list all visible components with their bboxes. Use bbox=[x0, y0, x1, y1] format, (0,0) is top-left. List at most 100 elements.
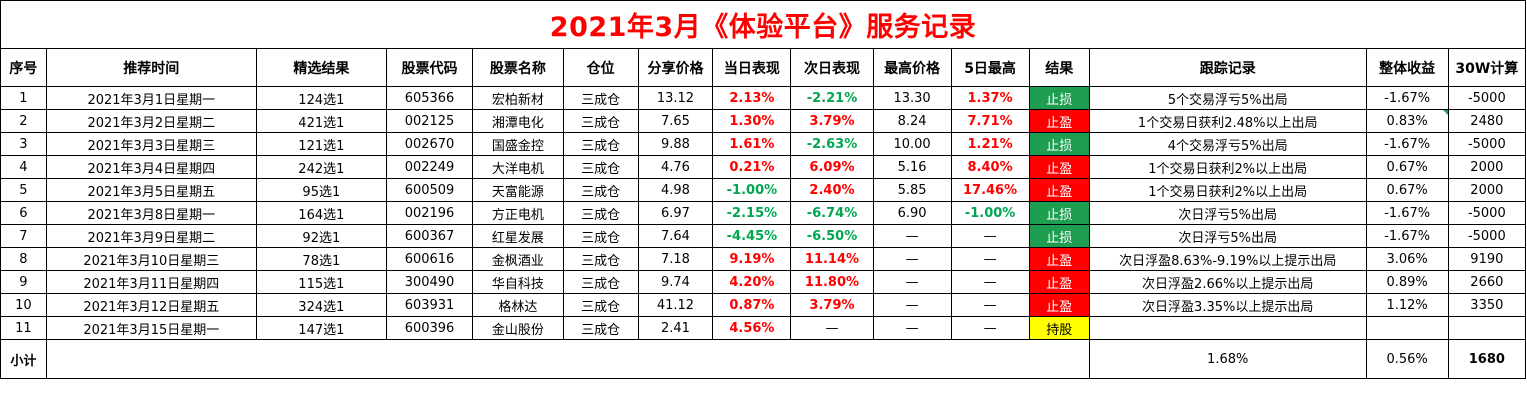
table-row: 8 2021年3月10日星期三 78选1 600616 金枫酒业 三成仓 7.18 9.19%… bbox=[0, 247, 1527, 271]
header-pick-result: 精选结果 bbox=[255, 48, 387, 87]
cell-day-performance: -4.45% bbox=[712, 224, 792, 248]
cell-stock-name: 华自科技 bbox=[472, 270, 564, 294]
cell-stock-name: 金山股份 bbox=[472, 316, 564, 340]
cell-5day-high: — bbox=[950, 247, 1030, 271]
cell-position: 三成仓 bbox=[562, 270, 639, 294]
cell-share-price: 9.88 bbox=[637, 132, 714, 156]
cell-30w-calc: -5000 bbox=[1447, 86, 1527, 110]
cell-result-badge: 止损 bbox=[1028, 86, 1090, 110]
cell-position: 三成仓 bbox=[562, 293, 639, 317]
cell-no: 6 bbox=[0, 201, 47, 225]
cell-result-badge: 止盈 bbox=[1028, 247, 1090, 271]
cell-stock-code: 605366 bbox=[385, 86, 474, 110]
cell-5day-high: — bbox=[950, 293, 1030, 317]
table-row: 4 2021年3月4日星期四 242选1 002249 大洋电机 三成仓 4.76 0.21%… bbox=[0, 155, 1527, 179]
cell-position: 三成仓 bbox=[562, 132, 639, 156]
cell-30w-calc: 2000 bbox=[1447, 155, 1527, 179]
cell-30w-calc: 2480 bbox=[1447, 109, 1527, 133]
cell-next-day-performance: 3.79% bbox=[790, 293, 874, 317]
cell-5day-high: — bbox=[950, 270, 1030, 294]
cell-day-performance: 4.56% bbox=[712, 316, 792, 340]
cell-pick-result: 115选1 bbox=[255, 270, 387, 294]
cell-no: 1 bbox=[0, 86, 47, 110]
table-row: 10 2021年3月12日星期五 324选1 603931 格林达 三成仓 41.12 0.8… bbox=[0, 293, 1527, 317]
cell-highest-price: 5.16 bbox=[872, 155, 952, 179]
summary-calc-total: 1680 bbox=[1447, 339, 1527, 379]
table-row: 5 2021年3月5日星期五 95选1 600509 天富能源 三成仓 4.98 -1.00%… bbox=[0, 178, 1527, 202]
table-row: 3 2021年3月3日星期三 121选1 002670 国盛金控 三成仓 9.88 1.61%… bbox=[0, 132, 1527, 156]
cell-pick-result: 324选1 bbox=[255, 293, 387, 317]
table-row: 7 2021年3月9日星期二 92选1 600367 红星发展 三成仓 7.64 -4.45%… bbox=[0, 224, 1527, 248]
cell-tracking-record: 1个交易日获利2%以上出局 bbox=[1088, 178, 1367, 202]
cell-30w-calc: 2660 bbox=[1447, 270, 1527, 294]
cell-highest-price: 13.30 bbox=[872, 86, 952, 110]
header-share-price: 分享价格 bbox=[637, 48, 714, 87]
cell-result-badge: 止盈 bbox=[1028, 178, 1090, 202]
cell-stock-name: 宏柏新材 bbox=[472, 86, 564, 110]
cell-day-performance: 9.19% bbox=[712, 247, 792, 271]
cell-position: 三成仓 bbox=[562, 109, 639, 133]
cell-next-day-performance: — bbox=[790, 316, 874, 340]
cell-overall-gain: 3.06% bbox=[1365, 247, 1449, 271]
header-highest-price: 最高价格 bbox=[872, 48, 952, 87]
cell-day-performance: -1.00% bbox=[712, 178, 792, 202]
cell-highest-price: 5.85 bbox=[872, 178, 952, 202]
cell-recommend-time: 2021年3月15日星期一 bbox=[45, 316, 257, 340]
cell-pick-result: 92选1 bbox=[255, 224, 387, 248]
cell-tracking-record: 4个交易浮亏5%出局 bbox=[1088, 132, 1367, 156]
cell-stock-name: 天富能源 bbox=[472, 178, 564, 202]
cell-day-performance: 2.13% bbox=[712, 86, 792, 110]
cell-highest-price: — bbox=[872, 247, 952, 271]
cell-stock-code: 300490 bbox=[385, 270, 474, 294]
cell-no: 8 bbox=[0, 247, 47, 271]
cell-next-day-performance: 11.80% bbox=[790, 270, 874, 294]
cell-30w-calc bbox=[1447, 316, 1527, 340]
cell-30w-calc: -5000 bbox=[1447, 201, 1527, 225]
cell-no: 9 bbox=[0, 270, 47, 294]
cell-next-day-performance: -2.21% bbox=[790, 86, 874, 110]
cell-result-badge: 止盈 bbox=[1028, 155, 1090, 179]
cell-tracking-record: 次日浮盈2.66%以上提示出局 bbox=[1088, 270, 1367, 294]
cell-result-badge: 止盈 bbox=[1028, 293, 1090, 317]
header-row: 序号 推荐时间 精选结果 股票代码 股票名称 仓位 分享价格 当日表现 次日表现 最高价格 5日最高… bbox=[0, 48, 1527, 87]
cell-tracking-record: 次日浮盈8.63%-9.19%以上提示出局 bbox=[1088, 247, 1367, 271]
cell-5day-high: 17.46% bbox=[950, 178, 1030, 202]
header-next-day-performance: 次日表现 bbox=[790, 48, 874, 87]
cell-5day-high: — bbox=[950, 224, 1030, 248]
page-title: 2021年3月《体验平台》服务记录 bbox=[0, 0, 1526, 49]
cell-share-price: 13.12 bbox=[637, 86, 714, 110]
cell-overall-gain: -1.67% bbox=[1365, 132, 1449, 156]
header-recommend-time: 推荐时间 bbox=[45, 48, 257, 87]
cell-highest-price: — bbox=[872, 224, 952, 248]
cell-no: 2 bbox=[0, 109, 47, 133]
cell-result-badge: 止盈 bbox=[1028, 270, 1090, 294]
cell-position: 三成仓 bbox=[562, 178, 639, 202]
cell-recommend-time: 2021年3月10日星期三 bbox=[45, 247, 257, 271]
cell-recommend-time: 2021年3月8日星期一 bbox=[45, 201, 257, 225]
cell-result-badge: 止损 bbox=[1028, 201, 1090, 225]
cell-recommend-time: 2021年3月9日星期二 bbox=[45, 224, 257, 248]
cell-overall-gain: 0.89% bbox=[1365, 270, 1449, 294]
cell-recommend-time: 2021年3月1日星期一 bbox=[45, 86, 257, 110]
header-30w-calc: 30W计算 bbox=[1447, 48, 1527, 87]
cell-stock-name: 红星发展 bbox=[472, 224, 564, 248]
cell-overall-gain: -1.67% bbox=[1365, 86, 1449, 110]
header-stock-name: 股票名称 bbox=[472, 48, 564, 87]
cell-next-day-performance: 3.79% bbox=[790, 109, 874, 133]
cell-overall-gain: -1.67% bbox=[1365, 201, 1449, 225]
cell-no: 3 bbox=[0, 132, 47, 156]
cell-tracking-record: 1个交易日获利2.48%以上出局 bbox=[1088, 109, 1367, 133]
cell-recommend-time: 2021年3月3日星期三 bbox=[45, 132, 257, 156]
cell-30w-calc: 3350 bbox=[1447, 293, 1527, 317]
cell-stock-name: 大洋电机 bbox=[472, 155, 564, 179]
cell-highest-price: — bbox=[872, 293, 952, 317]
cell-position: 三成仓 bbox=[562, 224, 639, 248]
header-tracking-record: 跟踪记录 bbox=[1088, 48, 1367, 87]
cell-position: 三成仓 bbox=[562, 316, 639, 340]
cell-stock-code: 002670 bbox=[385, 132, 474, 156]
cell-tracking-record: 1个交易日获利2%以上出局 bbox=[1088, 155, 1367, 179]
cell-stock-name: 国盛金控 bbox=[472, 132, 564, 156]
cell-share-price: 7.65 bbox=[637, 109, 714, 133]
summary-gain-total: 0.56% bbox=[1365, 339, 1449, 379]
